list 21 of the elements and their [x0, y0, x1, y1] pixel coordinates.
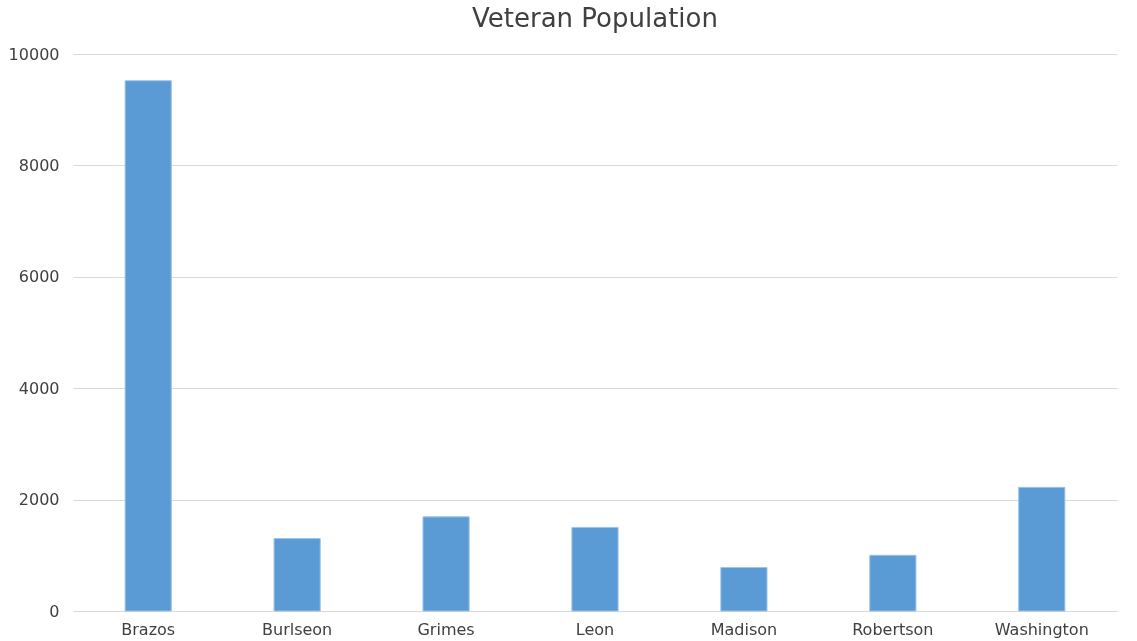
y-tick-label: 2000	[18, 490, 60, 510]
y-tick-label: 4000	[18, 378, 60, 398]
x-tick-label: Brazos	[121, 619, 176, 639]
x-tick-label: Burlseon	[262, 619, 333, 639]
x-tick-label: Grimes	[417, 619, 475, 639]
x-tick-label: Leon	[575, 619, 615, 639]
bar	[720, 567, 768, 612]
y-tick-label: 8000	[18, 155, 60, 175]
bar	[422, 516, 470, 612]
chart-title: Veteran Population	[472, 3, 718, 33]
x-tick-label: Robertson	[852, 619, 934, 639]
x-tick-label: Madison	[710, 619, 778, 639]
bar	[869, 554, 917, 612]
bar	[273, 538, 321, 612]
bar	[571, 526, 619, 612]
x-tick-label: Washington	[994, 619, 1089, 639]
bar	[124, 80, 172, 612]
y-tick-label: 6000	[18, 267, 60, 287]
y-tick-label: 0	[49, 601, 60, 621]
bar	[1018, 486, 1066, 612]
y-tick-label: 10000	[8, 44, 60, 64]
